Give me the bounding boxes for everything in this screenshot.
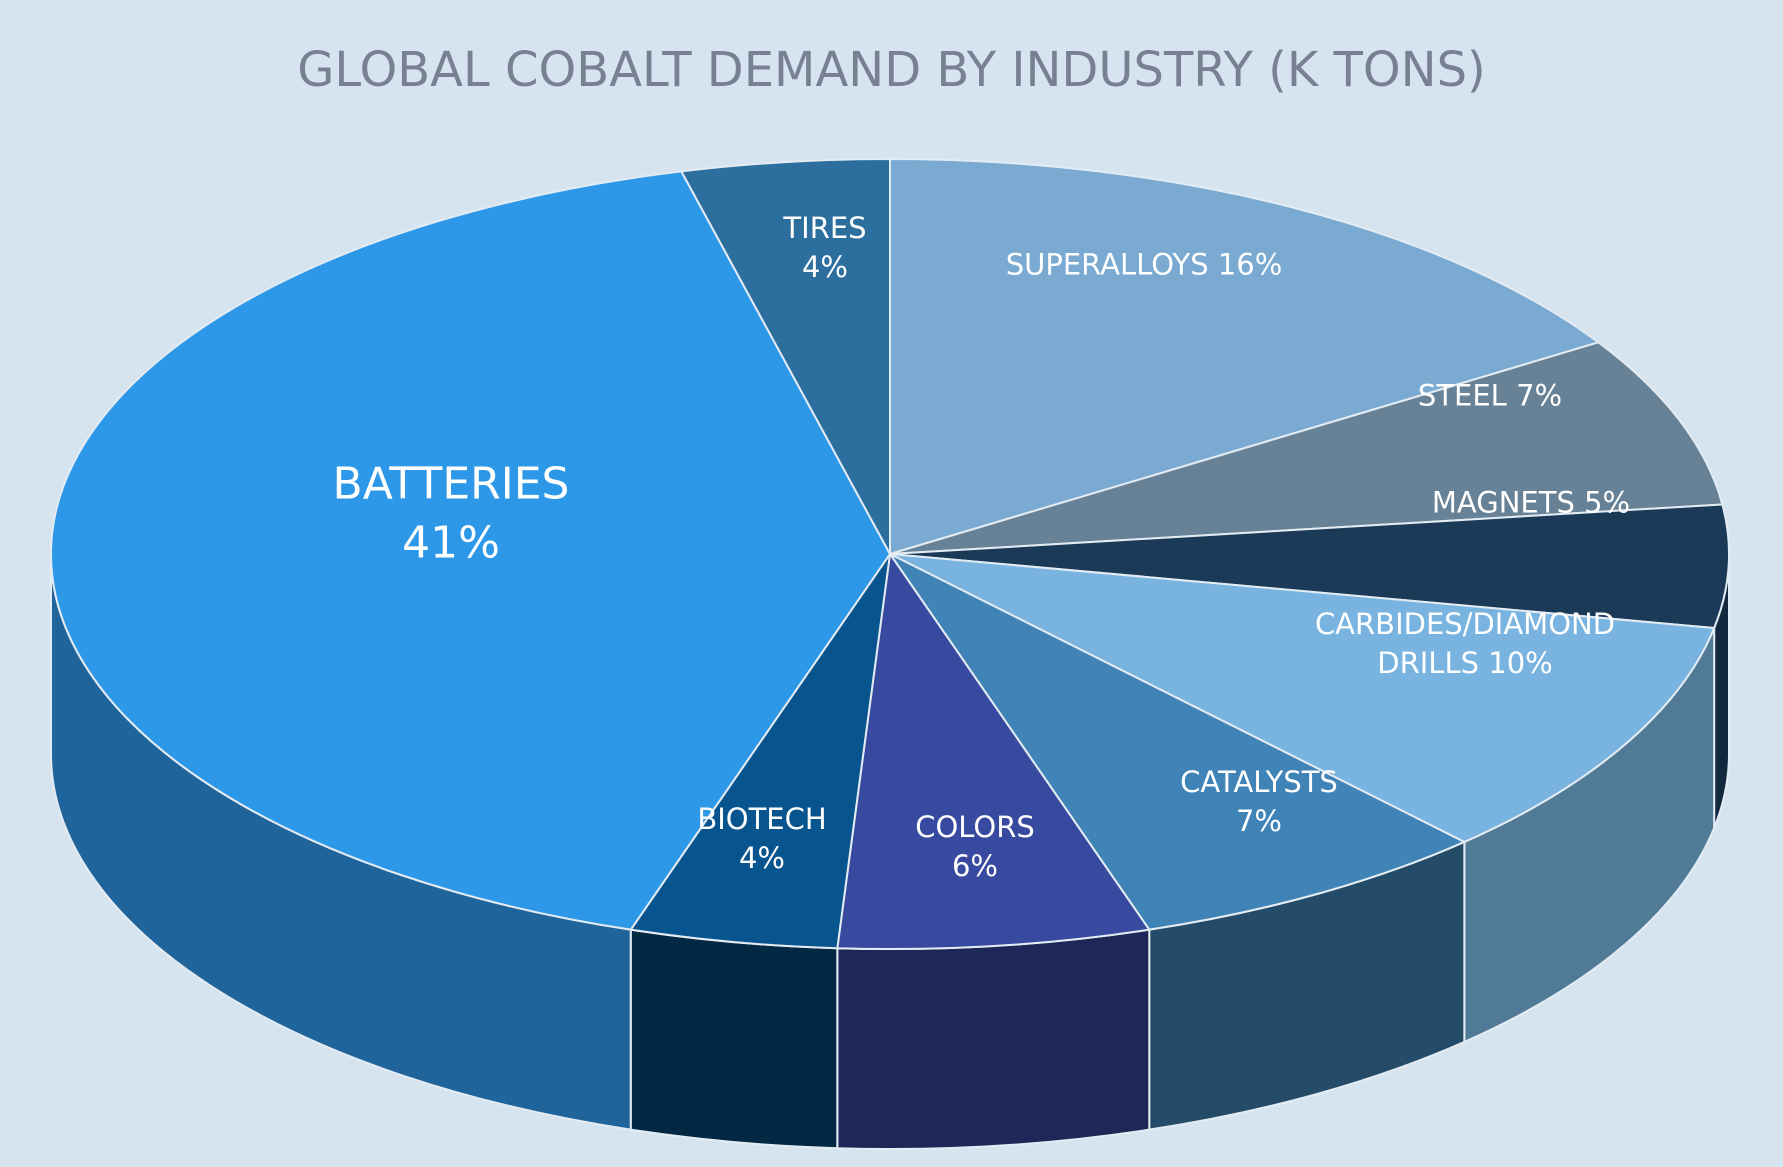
category-name: TIRES [783, 210, 867, 245]
slice [679, 157, 891, 555]
category-name: CATALYSTS [1180, 764, 1338, 799]
value-label: 4% [738, 841, 785, 875]
slice-side [629, 928, 839, 1150]
value-label: 41% [402, 518, 500, 569]
category-name: BIOTECH [697, 801, 827, 836]
category-name: STEEL [1417, 378, 1507, 413]
slice-label: CARBIDES/DIAMOND DRILLS 10% [1275, 605, 1655, 683]
value-label: 16% [1217, 247, 1283, 282]
value-label: 7% [1235, 804, 1282, 838]
slice [889, 341, 1724, 555]
category-name: COLORS [915, 809, 1035, 844]
category-name: MAGNETS [1431, 485, 1575, 520]
value-label: 6% [951, 849, 998, 883]
slice [889, 157, 1601, 556]
slice-label: MAGNETS 5% [1432, 483, 1630, 522]
slice [629, 553, 891, 950]
slice [889, 553, 1467, 931]
category-name: CARBIDES/DIAMOND DRILLS [1314, 606, 1616, 680]
slice-label: COLORS 6% [915, 808, 1035, 886]
slice [50, 170, 892, 931]
slice-label: BATTERIES 41% [333, 455, 570, 574]
value-label: 4% [801, 250, 848, 284]
slice [836, 551, 1152, 950]
slice-label: CATALYSTS 7% [1180, 763, 1338, 841]
value-label: 7% [1516, 378, 1563, 413]
category-name: SUPERALLOYS [1005, 247, 1209, 282]
slice-label: SUPERALLOYS 16% [1006, 245, 1283, 284]
slice [889, 503, 1730, 630]
slice-label: BIOTECH 4% [697, 800, 826, 878]
chart-title: GLOBAL COBALT DEMAND BY INDUSTRY (K TONS… [297, 42, 1486, 98]
value-label: 10% [1488, 646, 1553, 680]
slice [889, 553, 1716, 844]
slice-label: STEEL 7% [1418, 376, 1562, 415]
slice-side [836, 928, 1151, 1150]
category-name: BATTERIES [332, 458, 570, 510]
value-label: 5% [1584, 485, 1631, 520]
slice-label: TIRES 4% [783, 209, 866, 287]
